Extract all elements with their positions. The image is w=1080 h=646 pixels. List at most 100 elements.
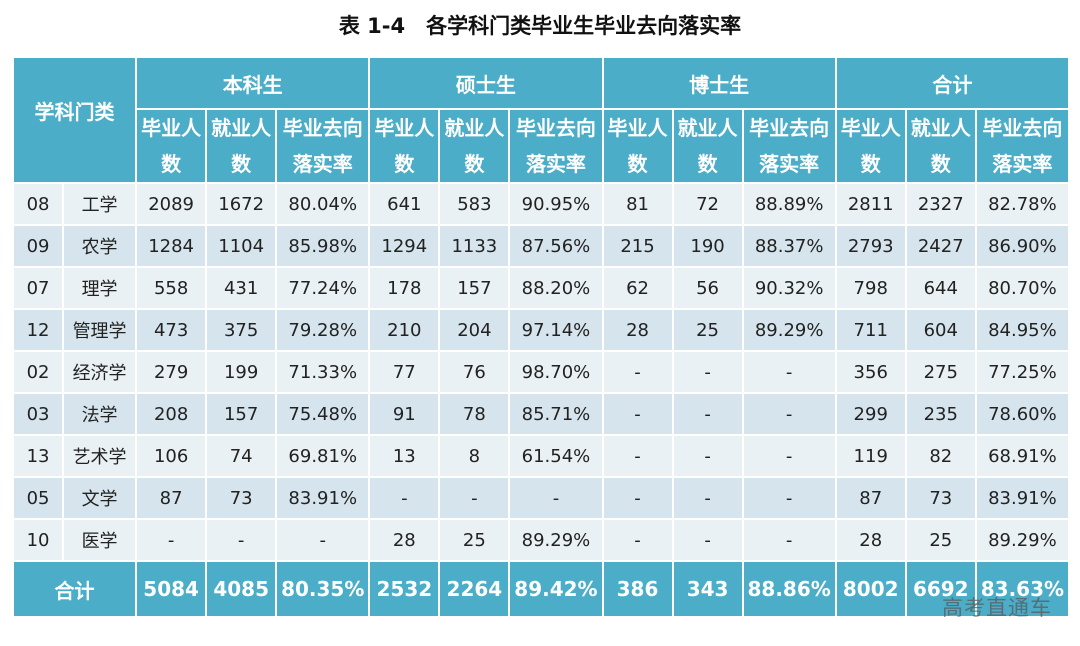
value-cell: 1133: [438, 224, 511, 268]
column-header: 就业人数: [438, 108, 511, 184]
total-cell: 8002: [834, 560, 907, 618]
subject-cell: 医学: [62, 518, 138, 562]
total-cell: 6692: [904, 560, 977, 618]
value-cell: 25: [438, 518, 511, 562]
value-cell: -: [508, 476, 604, 520]
total-cell: 80.35%: [275, 560, 371, 618]
value-cell: 558: [135, 266, 208, 310]
total-cell: 4085: [205, 560, 278, 618]
total-cell: 5084: [135, 560, 208, 618]
value-cell: -: [601, 476, 674, 520]
value-cell: 78.60%: [974, 392, 1071, 436]
value-cell: 190: [671, 224, 744, 268]
column-header: 就业人数: [904, 108, 977, 184]
value-cell: 78: [438, 392, 511, 436]
column-header: 毕业人数: [368, 108, 441, 184]
value-cell: 69.81%: [275, 434, 371, 478]
value-cell: 28: [368, 518, 441, 562]
column-header: 毕业去向落实率: [508, 108, 604, 184]
value-cell: 199: [205, 350, 278, 394]
value-cell: 71.33%: [275, 350, 371, 394]
column-header: 就业人数: [671, 108, 744, 184]
value-cell: 97.14%: [508, 308, 604, 352]
watermark: 高考直通车: [942, 596, 1052, 620]
value-cell: -: [671, 392, 744, 436]
value-cell: 2811: [834, 182, 907, 226]
value-cell: 85.71%: [508, 392, 604, 436]
value-cell: 210: [368, 308, 441, 352]
value-cell: 76: [438, 350, 511, 394]
value-cell: 204: [438, 308, 511, 352]
table-row: 13 艺术学 106 74 69.81% 13 8 61.54% - - -119 82 68.91%: [11, 434, 1071, 478]
value-cell: -: [601, 392, 674, 436]
value-cell: 431: [205, 266, 278, 310]
table-row: 10 医学 - - -28 25 89.29% - - -28 25 89.29%: [11, 518, 1071, 562]
value-cell: -: [671, 434, 744, 478]
value-cell: 1672: [205, 182, 278, 226]
table: 学科门类 本科生 硕士生 博士生 合计 毕业人数 就业人数 毕业去向落实率 毕业人数 就业人数毕…: [11, 56, 1071, 618]
value-cell: 68.91%: [974, 434, 1071, 478]
value-cell: 90.32%: [741, 266, 837, 310]
value-cell: -: [671, 476, 744, 520]
value-cell: 25: [671, 308, 744, 352]
value-cell: 72: [671, 182, 744, 226]
value-cell: 87: [135, 476, 208, 520]
column-header: 毕业人数: [135, 108, 208, 184]
subject-cell: 经济学: [62, 350, 138, 394]
value-cell: -: [438, 476, 511, 520]
value-cell: 83.91%: [974, 476, 1071, 520]
value-cell: 106: [135, 434, 208, 478]
value-cell: 25: [904, 518, 977, 562]
value-cell: 89.29%: [974, 518, 1071, 562]
value-cell: 56: [671, 266, 744, 310]
code-cell: 03: [11, 392, 65, 436]
table-row: 12 管理学 473 375 79.28% 210 204 97.14% 28 25 89.29% 7…: [11, 308, 1071, 352]
value-cell: 235: [904, 392, 977, 436]
value-cell: 88.37%: [741, 224, 837, 268]
value-cell: 82: [904, 434, 977, 478]
value-cell: 74: [205, 434, 278, 478]
value-cell: 157: [438, 266, 511, 310]
value-cell: 81: [601, 182, 674, 226]
value-cell: 375: [205, 308, 278, 352]
value-cell: 77: [368, 350, 441, 394]
total-cell: 89.42%: [508, 560, 604, 618]
value-cell: 473: [135, 308, 208, 352]
value-cell: -: [275, 518, 371, 562]
value-cell: -: [368, 476, 441, 520]
table-title: 表 1-4 各学科门类毕业生毕业去向落实率: [338, 14, 742, 38]
value-cell: 2327: [904, 182, 977, 226]
value-cell: 88.89%: [741, 182, 837, 226]
value-cell: 28: [601, 308, 674, 352]
code-cell: 13: [11, 434, 65, 478]
value-cell: -: [741, 434, 837, 478]
value-cell: 73: [205, 476, 278, 520]
table-row: 02 经济学 279 199 71.33% 77 76 98.70% - - -356 275 77.2…: [11, 350, 1071, 394]
code-cell: 09: [11, 224, 65, 268]
value-cell: 641: [368, 182, 441, 226]
total-cell: 83.63%: [974, 560, 1071, 618]
table-row: 07 理学 558 431 77.24% 178 157 88.20% 62 56 90.32% 79…: [11, 266, 1071, 310]
subject-cell: 理学: [62, 266, 138, 310]
value-cell: 644: [904, 266, 977, 310]
subject-cell: 艺术学: [62, 434, 138, 478]
value-cell: 1104: [205, 224, 278, 268]
total-row: 合计 5084 4085 80.35% 2532 2264 89.42% 386 343 88.8…: [11, 560, 1071, 618]
group-header: 硕士生: [368, 56, 604, 110]
value-cell: 711: [834, 308, 907, 352]
value-cell: 77.25%: [974, 350, 1071, 394]
value-cell: 75.48%: [275, 392, 371, 436]
column-header: 毕业去向落实率: [275, 108, 371, 184]
value-cell: 279: [135, 350, 208, 394]
group-header: 本科生: [135, 56, 371, 110]
value-cell: 2427: [904, 224, 977, 268]
value-cell: -: [741, 392, 837, 436]
value-cell: -: [741, 518, 837, 562]
value-cell: 215: [601, 224, 674, 268]
code-cell: 12: [11, 308, 65, 352]
value-cell: -: [205, 518, 278, 562]
value-cell: 84.95%: [974, 308, 1071, 352]
code-cell: 10: [11, 518, 65, 562]
value-cell: -: [601, 518, 674, 562]
